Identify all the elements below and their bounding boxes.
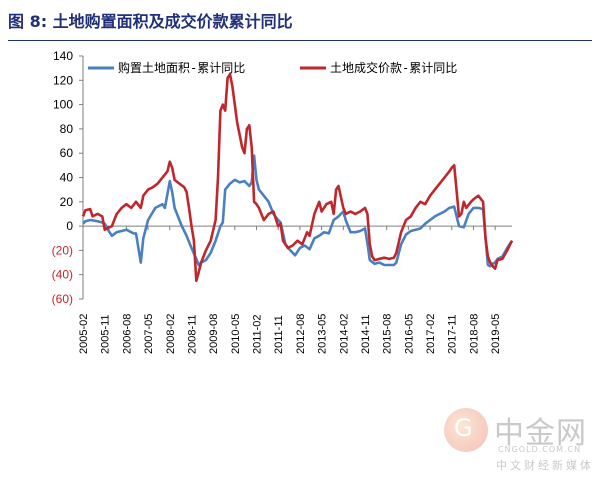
x-tick-label: 2008-11: [186, 314, 198, 354]
x-tick-label: 2017-02: [425, 314, 437, 354]
x-tick-label: 2010-05: [230, 314, 242, 354]
watermark-logo-icon: G: [444, 408, 488, 452]
x-tick-label: 2014-11: [360, 314, 372, 354]
x-tick-label: 2016-05: [403, 314, 415, 354]
y-tick-label: 80: [60, 122, 74, 136]
x-tick-label: 2014-02: [338, 314, 350, 354]
x-tick-label: 2008-02: [165, 314, 177, 354]
y-tick-label: 20: [60, 195, 74, 209]
y-tick-label: (60): [52, 292, 73, 306]
y-tick-label: (40): [52, 268, 73, 282]
y-axis-ticks: 140 120 100 80 60 40 20 0 (20) (40) (60): [52, 49, 83, 306]
chart-legend: 购置土地面积-累计同比 土地成交价款-累计同比: [88, 60, 457, 75]
y-tick-label: 140: [53, 49, 73, 63]
x-tick-label: 2017-11: [447, 314, 459, 354]
watermark-subtitle: 中文财经新媒体: [496, 459, 594, 472]
watermark-url: CNGOLD.COM.CN: [498, 445, 582, 454]
x-tick-label: 2009-08: [208, 314, 220, 354]
legend-label: 土地成交价款-累计同比: [330, 60, 457, 75]
x-axis-ticks: 2005-02 2005-11 2006-08 2007-05 2008-02 2008-…: [78, 226, 502, 354]
x-tick-label: 2007-05: [143, 314, 155, 354]
watermark: G 中金网 CNGOLD.COM.CN 中文财经新媒体: [438, 402, 598, 476]
watermark-logo-glyph: G: [454, 414, 473, 442]
x-tick-label: 2005-02: [78, 314, 90, 354]
x-tick-label: 2018-08: [468, 314, 480, 354]
x-tick-label: 2015-08: [382, 314, 394, 354]
title-divider: [8, 40, 592, 41]
y-tick-label: 100: [53, 98, 73, 112]
legend-label: 购置土地面积-累计同比: [118, 60, 245, 75]
x-tick-label: 2011-11: [273, 315, 285, 354]
y-tick-label: (20): [52, 243, 73, 257]
y-tick-label: 0: [66, 219, 73, 233]
x-tick-label: 2013-05: [317, 314, 329, 354]
figure-title: 图 8: 土地购置面积及成交价款累计同比: [8, 12, 293, 31]
x-tick-label: 2006-08: [121, 314, 133, 354]
series-line-land-price: [81, 72, 514, 283]
chart-series: [81, 72, 514, 283]
x-tick-label: 2011-02: [252, 314, 264, 354]
chart-axes: [82, 56, 512, 299]
y-tick-label: 40: [60, 171, 74, 185]
y-tick-label: 120: [53, 73, 73, 87]
y-tick-label: 60: [60, 146, 74, 160]
x-tick-label: 2019-05: [490, 314, 502, 354]
watermark-name: 中金网: [494, 416, 587, 451]
x-tick-label: 2012-08: [295, 314, 307, 354]
x-tick-label: 2005-11: [100, 314, 112, 354]
